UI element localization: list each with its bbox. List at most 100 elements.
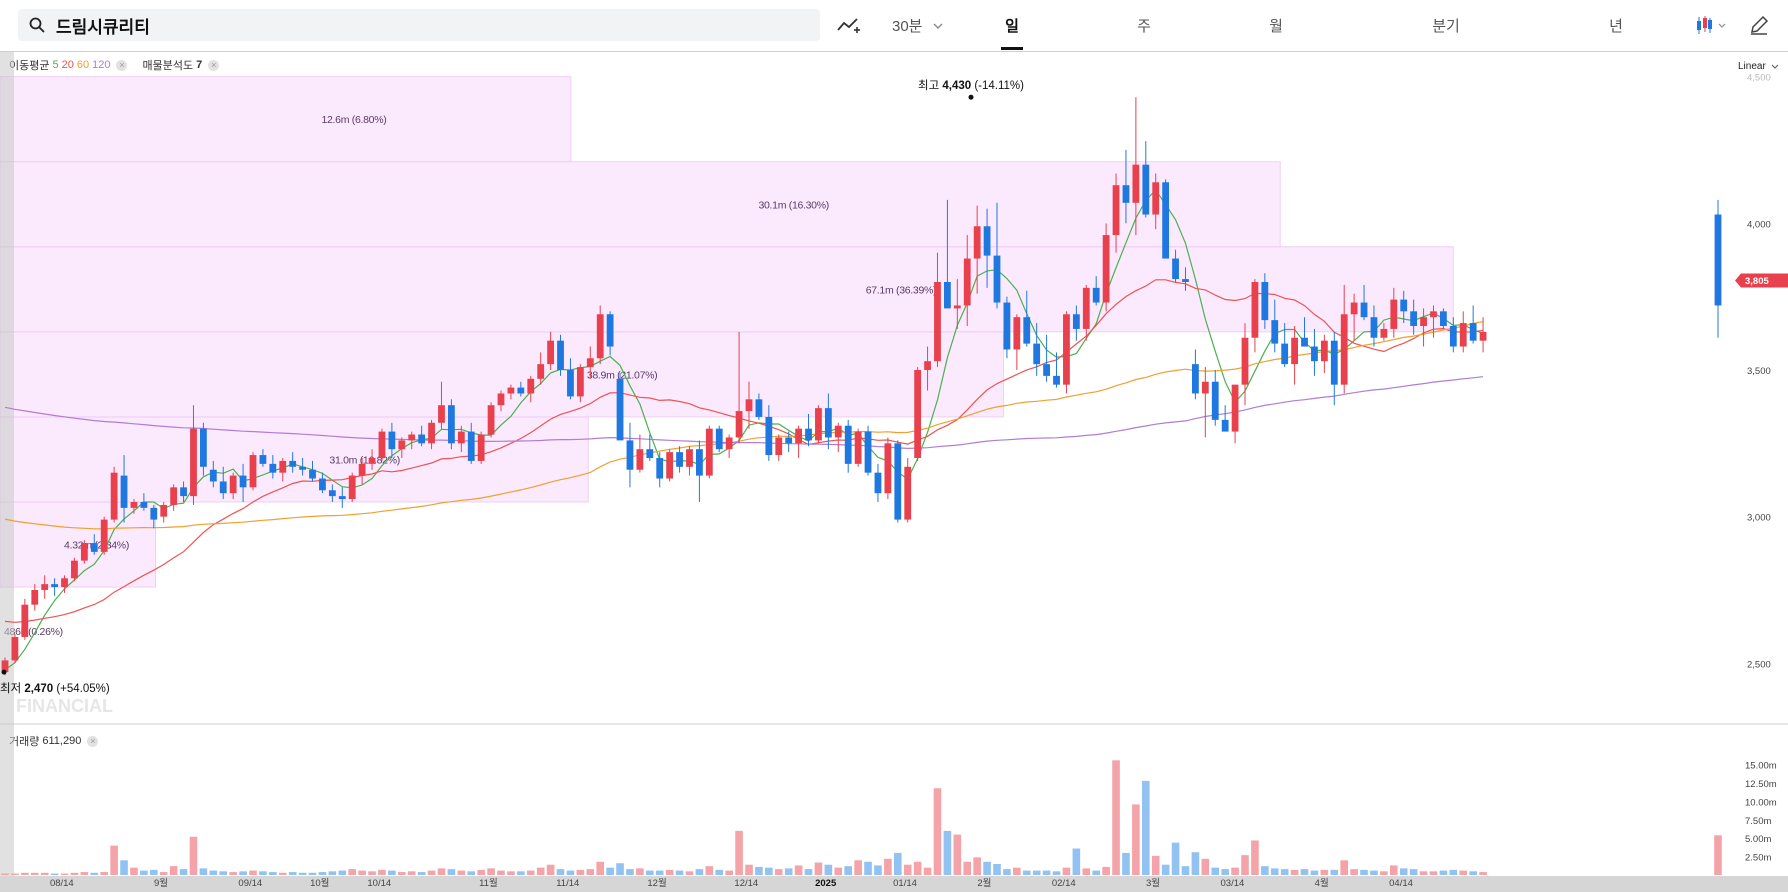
tab-day[interactable]: 일 — [1001, 0, 1023, 50]
volume-bar — [150, 869, 158, 875]
volume-bar — [1102, 866, 1110, 875]
current-price-label: 3,805 — [1745, 276, 1769, 287]
candle-body — [1162, 182, 1170, 259]
candle-body — [120, 475, 128, 508]
volume-bar — [358, 870, 366, 875]
volume-bar — [864, 861, 872, 875]
volume-bar — [388, 870, 396, 875]
candle-body — [824, 408, 832, 438]
low-pct: (+54.05%) — [56, 683, 110, 695]
x-tick-label: 02/14 — [1052, 878, 1076, 889]
candle-body — [626, 440, 634, 470]
candle-body — [686, 449, 693, 467]
tab-week[interactable]: 주 — [1137, 17, 1151, 35]
candle-body — [1430, 311, 1437, 318]
candle-body — [200, 428, 207, 467]
candle-body — [378, 431, 386, 458]
volume-bar — [814, 862, 823, 875]
candle-body — [160, 504, 168, 517]
volume-bar — [159, 872, 168, 875]
drawing-tool-icon[interactable] — [836, 14, 862, 36]
candle-body — [269, 463, 277, 473]
left-scroll-shade — [0, 52, 14, 876]
volume-bar — [1399, 868, 1408, 875]
candle-body — [1469, 323, 1477, 341]
candle-body — [567, 370, 574, 397]
candle-body — [1400, 299, 1408, 312]
volume-tick-label: 10.00m — [1745, 797, 1777, 808]
volume-bar — [1419, 871, 1428, 875]
volume-bar — [685, 871, 694, 875]
volume-bar — [517, 871, 525, 875]
candle-body — [1112, 185, 1120, 236]
candle-body — [1360, 302, 1368, 318]
candle-body — [606, 314, 614, 347]
chart-type-icon[interactable] — [1694, 14, 1730, 36]
ma60-line — [4, 321, 1484, 530]
current-price-badge — [1735, 273, 1788, 288]
candle-body — [289, 460, 297, 467]
search-bar[interactable]: 드림시큐리티 — [18, 9, 820, 41]
volume-bar — [1, 873, 9, 875]
scale-mode-select[interactable]: Linear — [1738, 61, 1779, 72]
tab-quarter[interactable]: 분기 — [1432, 17, 1460, 35]
candle-body — [1063, 314, 1070, 385]
candle-body — [229, 475, 237, 494]
volume-profile-label: 31.0m (16.82%) — [329, 454, 400, 466]
volume-profile-bar — [0, 416, 589, 503]
chevron-down-icon — [1771, 64, 1779, 69]
volume-bar — [755, 866, 763, 875]
candle-body — [328, 490, 336, 497]
x-tick-label: 11/14 — [556, 878, 579, 889]
candle-body — [80, 543, 88, 561]
candle-body — [914, 370, 922, 458]
volume-bar — [794, 865, 803, 875]
remove-ma-icon[interactable]: × — [116, 59, 128, 71]
ma-label: 이동평균 — [9, 60, 50, 72]
tab-year[interactable]: 년 — [1609, 17, 1623, 35]
volume-profile-label: 38.9m (21.07%) — [587, 369, 658, 381]
candle-body — [1330, 340, 1338, 385]
volume-profile-bar — [0, 331, 1004, 418]
volume-bar — [1112, 760, 1120, 875]
pencil-icon[interactable] — [1748, 14, 1770, 36]
candle-body — [874, 472, 882, 494]
interval-select[interactable]: 30분 — [892, 0, 943, 50]
volume-bar — [1241, 855, 1249, 875]
volume-bar — [50, 873, 59, 875]
candle-body — [715, 428, 723, 450]
candle-body — [755, 399, 763, 417]
volume-bar — [576, 869, 585, 875]
volume-tick-label: 7.50m — [1745, 816, 1771, 827]
volume-bar — [110, 845, 118, 875]
volume-bar — [1191, 852, 1200, 875]
y-tick-label: 2,500 — [1747, 659, 1771, 670]
volume-bar — [774, 869, 783, 875]
candle-body — [457, 431, 465, 444]
x-tick-label: 01/14 — [893, 878, 917, 889]
volume-profile-label: 30.1m (16.30%) — [758, 199, 829, 211]
volume-bar — [427, 870, 436, 875]
volume-bar — [179, 869, 188, 875]
candle-body — [676, 452, 683, 467]
candle-body — [140, 502, 148, 508]
volume-bar — [536, 867, 545, 875]
search-icon[interactable] — [18, 9, 56, 41]
volume-bar — [596, 861, 604, 875]
volume-bar — [903, 864, 912, 875]
volume-bar — [784, 868, 793, 875]
candle-body — [1172, 258, 1179, 280]
volume-bar — [298, 872, 307, 875]
x-tick-label: 10/14 — [367, 878, 391, 889]
candle-body — [586, 358, 594, 368]
remove-profile-icon[interactable]: × — [208, 59, 220, 71]
candle-body — [1420, 317, 1427, 326]
candle-body — [884, 443, 892, 494]
volume-bar — [1350, 869, 1358, 875]
volume-bar — [894, 852, 902, 875]
volume-bar — [457, 870, 466, 875]
candle-body — [428, 422, 435, 444]
remove-volume-icon[interactable]: × — [87, 735, 99, 747]
tab-month[interactable]: 월 — [1269, 17, 1283, 35]
